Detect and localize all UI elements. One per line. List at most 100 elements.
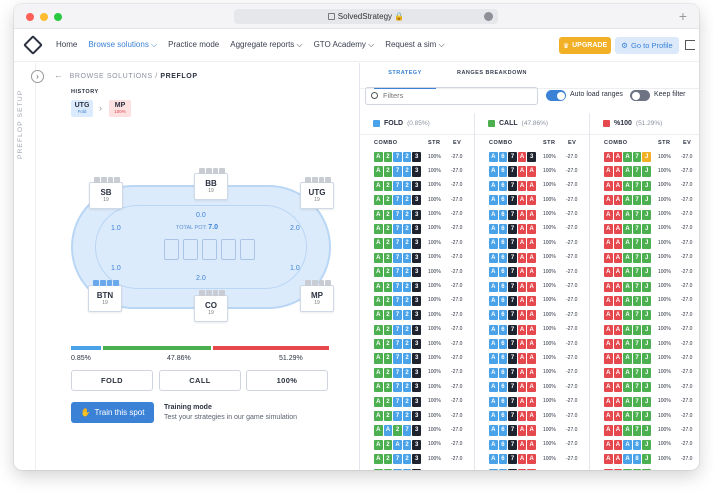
- nav-item-0[interactable]: Home: [56, 40, 78, 49]
- expand-rail-icon[interactable]: ›: [31, 70, 44, 83]
- tab-ranges-breakdown[interactable]: RANGES BREAKDOWN: [456, 70, 528, 76]
- seat-sb[interactable]: SB 19: [89, 177, 123, 209]
- nav-item-2[interactable]: Practice mode: [168, 40, 220, 49]
- seat-mp[interactable]: MP 19: [300, 280, 334, 312]
- tab-strategy[interactable]: STRATEGY: [374, 63, 436, 89]
- seat-co[interactable]: CO 19: [194, 290, 228, 322]
- back-arrow-icon[interactable]: ←: [54, 70, 64, 80]
- keep-filter-toggle[interactable]: [630, 90, 650, 101]
- history-chip-utg[interactable]: UTG Fold: [71, 100, 93, 117]
- reload-icon[interactable]: [484, 12, 493, 21]
- maximize-window-icon[interactable]: [54, 13, 62, 21]
- breadcrumb-parent[interactable]: BROWSE SOLUTIONS /: [69, 73, 161, 80]
- combo-row[interactable]: A A 2 7 3 100% -27.0: [360, 423, 474, 437]
- profile-button[interactable]: ⚙ Go to Profile: [615, 37, 679, 54]
- nav-item-1[interactable]: Browse solutions ⌵: [88, 40, 158, 49]
- nav-item-4[interactable]: GTO Academy ⌵: [313, 40, 375, 49]
- combo-row[interactable]: A A A 8 J 100% -27.0: [590, 452, 699, 466]
- nav-item-3[interactable]: Aggregate reports ⌵: [230, 40, 303, 49]
- minimize-window-icon[interactable]: [40, 13, 48, 21]
- action-button-fold[interactable]: FOLD: [71, 370, 153, 391]
- new-tab-icon[interactable]: +: [678, 8, 687, 24]
- auto-load-toggle[interactable]: [546, 90, 566, 101]
- logout-icon[interactable]: [685, 40, 695, 50]
- combo-row[interactable]: A 2 A 2 3 100% -27.0: [360, 438, 474, 452]
- address-bar[interactable]: SolvedStrategy 🔒: [234, 9, 498, 24]
- logo-icon[interactable]: [23, 35, 43, 55]
- combo-row[interactable]: A 6 7 A 3 100% -27.0: [475, 150, 589, 164]
- close-window-icon[interactable]: [26, 13, 34, 21]
- action-button-100pct[interactable]: 100%: [246, 370, 328, 391]
- upgrade-button[interactable]: ♛ UPGRADE: [559, 37, 611, 54]
- seat-utg[interactable]: UTG 19: [300, 177, 334, 209]
- seat-bb[interactable]: BB 19: [194, 168, 228, 200]
- nav-item-5[interactable]: Request a sim ⌵: [385, 40, 445, 49]
- seat-btn[interactable]: BTN 19: [88, 280, 122, 312]
- combo-row[interactable]: A A A 8 J 100% -27.0: [590, 438, 699, 452]
- train-spot-button[interactable]: ✋ Train this spot: [71, 402, 154, 423]
- history-chip-mp[interactable]: MP 100%: [109, 100, 131, 117]
